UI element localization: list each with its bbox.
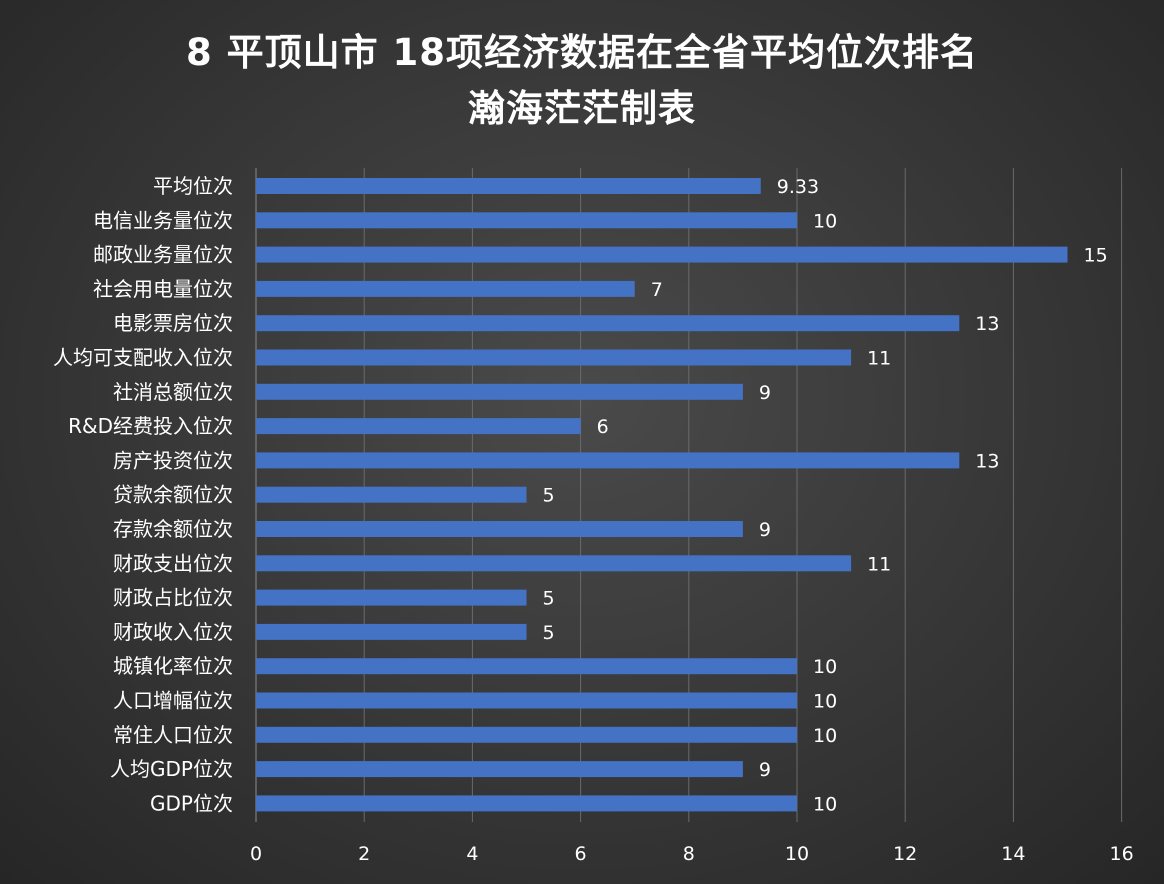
value-label: 9 — [759, 382, 771, 404]
category-label: 人均GDP位次 — [110, 757, 233, 781]
bar — [256, 795, 797, 812]
category-label: R&D经费投入位次 — [68, 414, 233, 438]
bar — [256, 280, 635, 297]
value-label: 10 — [813, 656, 837, 678]
category-label: 邮政业务量位次 — [93, 243, 233, 267]
value-label: 10 — [813, 691, 837, 713]
value-label: 13 — [975, 313, 999, 335]
bar — [256, 589, 527, 606]
x-tick-label: 2 — [358, 843, 370, 865]
category-label: 社会用电量位次 — [93, 277, 233, 301]
value-label: 10 — [813, 793, 837, 815]
value-label: 9.33 — [777, 176, 819, 198]
value-label: 15 — [1084, 245, 1108, 267]
value-label: 5 — [543, 588, 555, 610]
bar — [256, 726, 797, 743]
value-label: 7 — [651, 279, 663, 301]
value-label: 5 — [543, 622, 555, 644]
bar — [256, 761, 743, 778]
bar — [256, 486, 527, 503]
bar — [256, 349, 852, 366]
category-label: 平均位次 — [153, 174, 233, 198]
value-label: 5 — [543, 485, 555, 507]
category-label: 常住人口位次 — [113, 723, 233, 747]
category-label: 贷款余额位次 — [113, 483, 233, 507]
x-tick-label: 8 — [683, 843, 695, 865]
category-label: 人口增幅位次 — [113, 689, 233, 713]
bar — [256, 452, 960, 469]
value-label: 11 — [867, 553, 891, 575]
x-tick-label: 12 — [893, 843, 917, 865]
bar — [256, 623, 527, 640]
category-label: 电影票房位次 — [113, 311, 233, 335]
category-label: 人均可支配收入位次 — [53, 346, 233, 370]
category-label: 房产投资位次 — [113, 448, 233, 472]
value-label: 6 — [597, 416, 609, 438]
bar — [256, 315, 960, 332]
bar — [256, 418, 581, 435]
x-tick-label: 6 — [575, 843, 587, 865]
x-tick-label: 14 — [1001, 843, 1025, 865]
category-label: 财政占比位次 — [113, 586, 233, 610]
category-label: 城镇化率位次 — [113, 654, 233, 678]
category-label: 存款余额位次 — [113, 517, 233, 541]
bar — [256, 383, 743, 400]
x-tick-label: 4 — [466, 843, 478, 865]
value-label: 9 — [759, 519, 771, 541]
bar — [256, 692, 797, 709]
bar — [256, 212, 797, 229]
value-label: 9 — [759, 759, 771, 781]
bar — [256, 658, 797, 675]
category-label: 社消总额位次 — [113, 380, 233, 404]
category-label: 财政收入位次 — [113, 620, 233, 644]
value-label: 13 — [975, 450, 999, 472]
bar — [256, 521, 743, 537]
category-label: 财政支出位次 — [113, 551, 233, 575]
value-label: 10 — [813, 725, 837, 747]
value-label: 11 — [867, 348, 891, 370]
x-tick-label: 16 — [1110, 843, 1134, 865]
category-label: GDP位次 — [150, 791, 233, 815]
bar — [256, 178, 761, 194]
bar — [256, 555, 852, 572]
category-label: 电信业务量位次 — [93, 208, 233, 232]
x-tick-label: 0 — [250, 843, 262, 865]
value-label: 10 — [813, 210, 837, 232]
chart-subtitle: 瀚海茫茫制表 — [468, 87, 696, 130]
chart-title: 8 平顶山市 18项经济数据在全省平均位次排名 — [186, 31, 978, 74]
x-tick-label: 10 — [785, 843, 809, 865]
bar — [256, 246, 1068, 263]
